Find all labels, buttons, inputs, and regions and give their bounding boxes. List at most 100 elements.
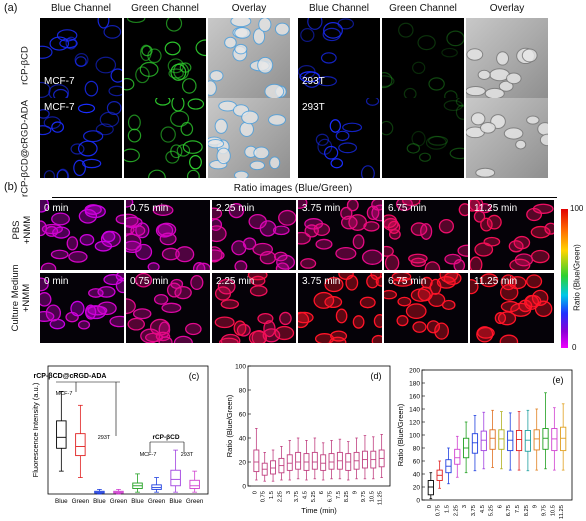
x-tick-label: 4.5 [302, 491, 308, 499]
colorbar-max-label: 100 [570, 204, 584, 213]
panel-a-header-1: Green Channel [131, 3, 199, 14]
box-0 [253, 428, 260, 481]
panel-b-time-label-0-3: 3.75 min [302, 203, 341, 214]
colorbar-title: Ratio (Blue/Green) [572, 244, 582, 311]
panel-a-tile-0-0: MCF-7 [40, 18, 122, 98]
panel-label: (d) [371, 371, 382, 381]
x-tick-label: Blue [131, 498, 144, 505]
box-4 [463, 421, 470, 474]
y-tick-label: 180 [409, 381, 420, 388]
panel-b-time-label-1-3: 3.75 min [302, 276, 341, 287]
x-tick-label: 2.25 [453, 505, 459, 516]
panel-a-cell-label-1: 293T [302, 76, 325, 87]
x-tick-label: 11.25 [378, 491, 384, 505]
x-tick-label: 1.5 [269, 491, 275, 499]
panel-b-row-label-2-text: Culture Medium +NMM [10, 264, 32, 332]
y-tick-label: 40 [239, 436, 247, 443]
panel-b-time-label-0-2: 2.25 min [216, 203, 255, 214]
y-tick-label: 40 [413, 472, 421, 479]
x-tick-label: 6.75 [506, 505, 512, 516]
box-iqr [75, 433, 86, 457]
x-tick-label: 9.75 [542, 505, 548, 516]
box-iqr [270, 460, 277, 475]
y-tick-label: 0 [416, 498, 420, 505]
box-iqr [489, 429, 496, 450]
box-2 [445, 447, 452, 485]
panel-b-tile-1-5: 11.25 min [470, 273, 554, 343]
y-tick-label: 140 [409, 407, 420, 414]
box-1 [75, 404, 86, 478]
box-12 [533, 408, 540, 471]
box-10 [336, 438, 343, 480]
panel-a-tile-1-2 [208, 98, 290, 178]
box-4 [286, 440, 293, 481]
panel-b-time-label-0-4: 6.75 min [388, 203, 427, 214]
box-13 [542, 392, 549, 470]
y-tick-label: 20 [413, 485, 421, 492]
box-14 [370, 436, 377, 480]
x-tick-label: 9 [533, 505, 539, 508]
panel-b-time-label-0-0: 0 min [44, 203, 69, 214]
x-tick-label: 4.5 [480, 505, 486, 513]
charts-row: (c)Fluorescence Intensity (a.u.)Blue Gree… [31, 364, 573, 521]
panel-a-header-2: Overlay [231, 3, 267, 14]
y-tick-label: 80 [239, 388, 247, 395]
box-iqr [480, 430, 487, 452]
y-tick-label: 80 [413, 446, 421, 453]
box-6 [170, 449, 181, 493]
panel-b-time-label-1-0: 0 min [44, 276, 69, 287]
x-tick-label: Blue [169, 498, 182, 505]
box-iqr [524, 429, 531, 452]
panel-label: (c) [189, 371, 200, 381]
x-tick-label: 8.25 [344, 491, 350, 502]
box-0 [427, 472, 434, 500]
panel-b-row-label-2: Culture Medium +NMM [10, 255, 32, 341]
box-11 [345, 441, 352, 481]
x-tick-label: 7.5 [336, 491, 342, 499]
y-tick-label: 0 [242, 484, 246, 491]
x-tick-label: 3.75 [294, 491, 300, 502]
box-iqr [286, 454, 293, 471]
box-7 [189, 470, 200, 493]
box-5 [471, 415, 479, 472]
y-axis-label: Fluorescence Intensity (a.u.) [31, 382, 40, 477]
panel-a-header-3: Blue Channel [308, 3, 370, 14]
panel-b-title: Ratio images (Blue/Green) [233, 183, 353, 194]
panel-a-tile-1-5 [466, 98, 548, 178]
panel-a-cell-label-3: 293T [302, 102, 325, 113]
box-iqr [151, 484, 162, 490]
panel-a-tile-1-4 [382, 98, 464, 178]
panel-b-time-label-1-4: 6.75 min [388, 276, 427, 287]
panel-b-title-rule [52, 197, 557, 198]
panel-b-tile-1-1: 0.75 min [126, 273, 210, 343]
panel-a-cell-label-0: MCF-7 [44, 76, 75, 87]
x-tick-label: 3 [462, 505, 468, 508]
box-iqr [295, 451, 302, 470]
x-tick-label: 2.25 [277, 491, 283, 502]
plot-frame [47, 365, 209, 495]
box-iqr [253, 449, 260, 473]
box-6 [480, 411, 487, 470]
chart-c-annotation-0: rCP-βCD@cRGD-ADA [34, 373, 107, 380]
panel-b-time-label-1-5: 11.25 min [474, 276, 518, 287]
panel-a-tile-1-1 [124, 98, 206, 178]
panel-a-tile-0-5 [466, 18, 548, 98]
y-tick-label: 200 [409, 368, 420, 375]
panel-b-tile-0-3: 3.75 min [298, 200, 382, 270]
panel-b-time-label-0-5: 11.25 min [474, 203, 518, 214]
box-iqr [471, 433, 479, 454]
y-tick-label: 100 [235, 364, 246, 371]
x-tick-label: 3 [286, 491, 292, 494]
x-tick-label: 10.5 [550, 505, 556, 516]
panel-a-header-0: Blue Channel [50, 3, 112, 14]
box-9 [507, 412, 514, 471]
y-tick-label: 160 [409, 394, 420, 401]
y-axis-label: Ratio (Blue/Green) [225, 394, 234, 457]
box-5 [295, 437, 302, 480]
panel-b-tile-0-1: 0.75 min [126, 200, 210, 270]
panel-a-tile-1-0: MCF-7 [40, 98, 122, 178]
panel-b-time-label-1-1: 0.75 min [130, 276, 169, 287]
box-iqr [328, 453, 335, 470]
box-iqr [533, 429, 540, 451]
